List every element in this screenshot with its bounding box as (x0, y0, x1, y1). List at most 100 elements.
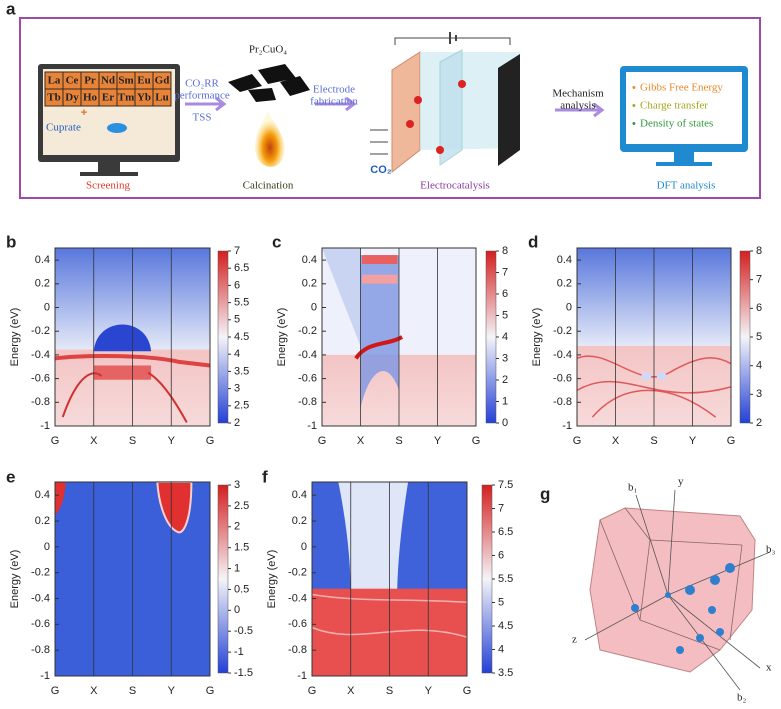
y-tick-label: 0 (566, 301, 572, 313)
element-symbol: Gd (155, 75, 170, 87)
x-tick-label: X (612, 435, 620, 447)
y-tick-label: -0.6 (31, 373, 50, 385)
plot-frame (311, 481, 468, 677)
gas-arrows (370, 129, 388, 155)
colorbar-label: 2 (234, 521, 240, 533)
y-tick-label: 0.4 (35, 254, 50, 266)
y-tick-label: 0 (311, 301, 317, 313)
x-tick-label: Y (168, 685, 176, 697)
x-tick-label: Y (434, 435, 442, 447)
y-tick-label: -0.6 (288, 618, 307, 630)
arrow-label: CO₂RR (185, 78, 219, 90)
panel-letter: c (272, 232, 281, 251)
stage-label: Calcination (243, 180, 294, 192)
monitor-screen (626, 72, 742, 144)
element-symbol: La (48, 75, 61, 87)
y-tick-label: -0.4 (298, 349, 317, 361)
y-tick-label: 0.4 (292, 489, 307, 501)
x-tick-label: G (51, 685, 60, 697)
x-tick-label: X (357, 435, 365, 447)
y-tick-label: -1 (40, 670, 50, 682)
stage-label: Electrocatalysis (420, 180, 490, 192)
colorbar-label: 5 (756, 331, 762, 343)
gas-label: CO₂ (370, 164, 392, 176)
y-tick-label: 0 (301, 541, 307, 553)
dft-item: Density of states (640, 118, 713, 130)
element-symbol: Pr (84, 75, 96, 87)
panel-letter: d (528, 232, 538, 251)
y-tick-label: -1 (307, 420, 317, 432)
band-feature (354, 335, 404, 360)
colorbar-label: -1.5 (234, 667, 253, 679)
y-tick-label: 0.2 (302, 278, 317, 290)
plot-frame (321, 247, 477, 427)
y-tick-label: -0.8 (31, 396, 50, 408)
colorbar (217, 250, 229, 424)
axis-label: b₃ (766, 544, 776, 556)
y-axis-label: Energy (eV) (531, 308, 543, 367)
band-feature (338, 482, 409, 595)
stage-label: DFT analysis (657, 180, 716, 192)
y-tick-label: -0.2 (31, 325, 50, 337)
colorbar (485, 250, 497, 424)
element-symbol: Tb (47, 92, 60, 104)
dft-bullet: • (632, 82, 636, 94)
colorbar-label: 2.5 (234, 400, 249, 412)
y-tick-label: -0.8 (553, 396, 572, 408)
x-tick-label: G (727, 435, 736, 447)
colorbar-label: 3 (234, 383, 240, 395)
colorbar-label: 4 (756, 360, 762, 372)
colorbar-label: 2 (502, 374, 508, 386)
panel-letter: g (540, 484, 550, 503)
plot-frame (54, 481, 211, 677)
monitor-base (656, 162, 712, 166)
y-tick-label: -1 (297, 670, 307, 682)
colorbar (739, 250, 751, 424)
y-tick-label: -0.8 (298, 396, 317, 408)
colorbar-label: 6.5 (234, 262, 249, 274)
cuprate-label: Cuprate (46, 122, 81, 134)
band-feature (156, 481, 193, 534)
colorbar-label: 3 (756, 388, 762, 400)
x-tick-label: G (318, 435, 327, 447)
x-tick-label: S (386, 685, 393, 697)
element-symbol: Er (102, 92, 114, 104)
colorbar-label: 3 (234, 479, 240, 491)
colorbar-label: 3.5 (498, 667, 513, 679)
colorbar-label: 0.5 (234, 583, 249, 595)
colorbar-label: 0 (502, 417, 508, 429)
colorbar-label: 1 (502, 395, 508, 407)
colorbar-label: 2 (234, 417, 240, 429)
x-tick-label: Y (689, 435, 697, 447)
x-tick-label: Y (425, 685, 433, 697)
colorbar (481, 484, 493, 674)
colorbar-label: 7 (234, 245, 240, 257)
membrane (439, 49, 463, 166)
element-cell (152, 88, 172, 107)
colorbar-label: 8 (756, 245, 762, 257)
x-tick-label: G (206, 435, 215, 447)
band-feature (93, 365, 152, 380)
colorbar-label: 5.5 (234, 297, 249, 309)
arrow-label: analysis (560, 100, 595, 112)
colorbar-label: 4 (502, 331, 508, 343)
colorbar-label: 6.5 (498, 526, 513, 538)
colorbar-label: 5 (234, 314, 240, 326)
colorbar-label: 2 (756, 417, 762, 429)
arrow-label: performance (174, 90, 230, 102)
panel-letter: f (262, 467, 268, 486)
band-feature (93, 324, 152, 352)
colorbar-label: 6 (498, 549, 504, 561)
colorbar-label: 7.5 (498, 479, 513, 491)
colorbar-label: 4.5 (498, 620, 513, 632)
element-symbol: Eu (137, 75, 150, 87)
x-tick-label: S (395, 435, 402, 447)
monitor-neck (674, 152, 694, 162)
y-tick-label: -0.2 (553, 325, 572, 337)
x-tick-label: S (650, 435, 657, 447)
band-feature (311, 593, 468, 638)
x-tick-label: X (347, 685, 355, 697)
colorbar (217, 484, 229, 674)
colorbar-label: 3.5 (234, 365, 249, 377)
